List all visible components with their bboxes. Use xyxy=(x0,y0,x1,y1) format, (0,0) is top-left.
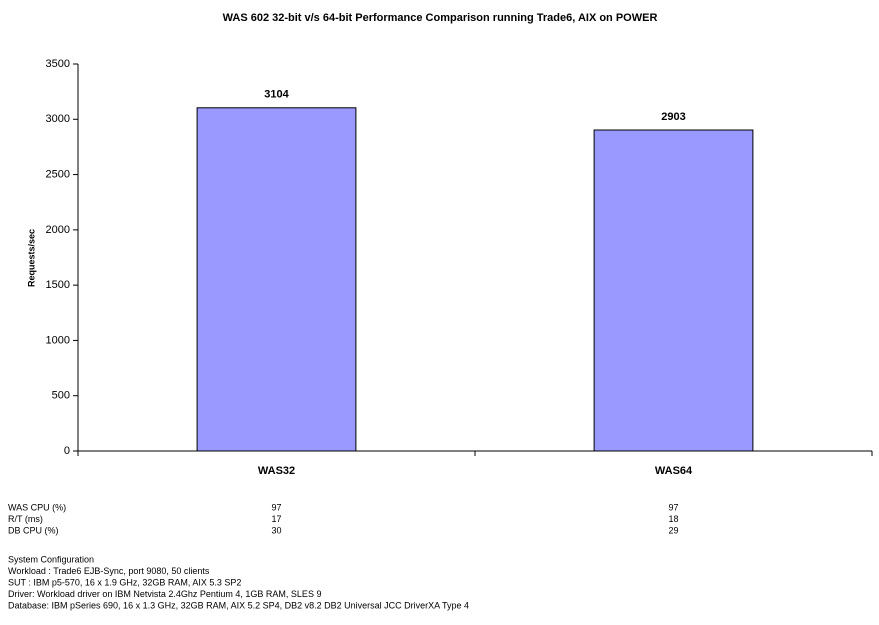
table-cell: 18 xyxy=(668,514,678,524)
config-note: Workload : Trade6 EJB-Sync, port 9080, 5… xyxy=(8,566,210,576)
y-tick-label: 1500 xyxy=(46,279,70,291)
y-tick-label: 500 xyxy=(52,390,70,402)
config-note: Driver: Workload driver on IBM Netvista … xyxy=(8,589,321,599)
y-tick-label: 3000 xyxy=(46,113,70,125)
table-row-label: R/T (ms) xyxy=(8,514,43,524)
y-tick-label: 2000 xyxy=(46,224,70,236)
x-tick-label: WAS64 xyxy=(655,465,693,477)
y-tick-label: 1000 xyxy=(46,334,70,346)
config-note: Database: IBM pSeries 690, 16 x 1.3 GHz,… xyxy=(8,600,469,610)
config-note: System Configuration xyxy=(8,554,94,564)
table-cell: 97 xyxy=(668,502,678,512)
data-label: 2903 xyxy=(661,111,685,123)
config-note: SUT : IBM p5-570, 16 x 1.9 GHz, 32GB RAM… xyxy=(8,577,241,587)
y-tick-label: 3500 xyxy=(46,58,70,70)
table-cell: 97 xyxy=(271,502,281,512)
y-tick-label: 0 xyxy=(64,445,70,457)
table-cell: 30 xyxy=(271,525,281,535)
y-axis-label: Requests/sec xyxy=(26,229,36,287)
data-label: 3104 xyxy=(264,89,289,101)
bar xyxy=(196,107,357,452)
table-row-label: DB CPU (%) xyxy=(8,525,59,535)
table-row-label: WAS CPU (%) xyxy=(8,502,66,512)
table-cell: 29 xyxy=(668,525,678,535)
table-cell: 17 xyxy=(271,514,281,524)
x-tick-label: WAS32 xyxy=(258,465,295,477)
chart-title: WAS 602 32-bit v/s 64-bit Performance Co… xyxy=(223,12,658,24)
y-tick-label: 2500 xyxy=(46,168,70,180)
bar xyxy=(593,129,754,452)
